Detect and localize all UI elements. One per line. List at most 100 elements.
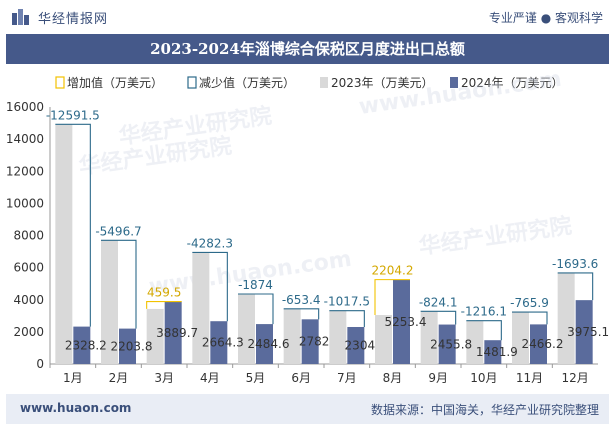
y-tick-label: 12000 (6, 164, 44, 178)
x-tick-label: 8月 (383, 371, 403, 385)
chart-bars (55, 123, 594, 364)
bar-2023 (420, 311, 438, 364)
y-tick-label: 4000 (13, 293, 44, 307)
change-value-label: -765.9 (510, 296, 549, 310)
bar-2023 (329, 310, 347, 364)
legend-increase-swatch (55, 76, 65, 89)
x-tick-label: 11月 (516, 371, 543, 385)
bar-2023 (283, 308, 301, 364)
change-value-label: -1017.5 (324, 295, 370, 309)
bar-2024 (347, 326, 365, 364)
bar-2024 (393, 279, 410, 364)
change-value-label: -824.1 (419, 295, 458, 309)
decrease-bracket (101, 239, 137, 329)
change-value-label: -1693.6 (552, 257, 598, 271)
value-label-2024: 2203.8 (111, 339, 153, 353)
value-label-2024: 3889.7 (156, 326, 198, 340)
value-label-2024: 2484.6 (248, 337, 290, 351)
x-tick-label: 2月 (109, 371, 129, 385)
y-tick-label: 0 (36, 357, 44, 371)
value-label-2024: 3975.1 (567, 325, 609, 339)
decrease-bracket (512, 311, 548, 325)
bar-2023 (466, 320, 484, 364)
legend-2023-swatch (320, 77, 328, 88)
legend-2023-label: 2023年（万美元） (331, 76, 434, 90)
bar-2023 (146, 308, 164, 364)
legend-decrease-label: 减少值（万美元） (199, 75, 295, 90)
site-name: 华经情报网 (38, 12, 109, 27)
value-label-2024: 2664.3 (202, 336, 244, 350)
bar-2024 (484, 340, 502, 364)
legend-2024-label: 2024年（万美元） (461, 76, 564, 90)
footer-bar: www.huaon.com 数据来源：中国海关，华经产业研究院整理 (6, 394, 609, 424)
value-label-2024: 1481.9 (476, 345, 518, 359)
bar-2024 (301, 319, 319, 364)
x-tick-label: 9月 (428, 371, 448, 385)
increase-bracket (374, 279, 410, 316)
increase-bracket (146, 300, 182, 309)
bar-2024 (210, 321, 228, 364)
change-value-label: 2204.2 (372, 264, 414, 278)
change-value-label: -4282.3 (187, 236, 233, 250)
decrease-bracket (466, 320, 502, 341)
x-tick-label: 3月 (154, 371, 174, 385)
change-value-label: -12591.5 (46, 108, 100, 122)
bar-2024 (256, 324, 273, 364)
value-label-2024: 2455.8 (430, 337, 472, 351)
x-tick-label: 6月 (291, 371, 311, 385)
bar-2023 (238, 293, 255, 364)
chart-labels: -12591.5 2328.2 -5496.7 2203.8 459.5 3889.7 -4… (46, 108, 609, 359)
value-label-2024: 2782 (299, 335, 330, 349)
value-label-2024: 2328.2 (65, 338, 107, 352)
chart-legend: 增加值（万美元） 减少值（万美元） 2023年（万美元） 2024年（万美元） (55, 75, 564, 90)
x-tick-label: 12月 (562, 371, 589, 385)
data-source: 数据来源：中国海关，华经产业研究院整理 (370, 403, 599, 417)
y-tick-label: 2000 (13, 325, 44, 339)
x-tick-label: 1月 (63, 371, 83, 385)
bar-2023 (192, 252, 210, 364)
bar-2024 (575, 300, 593, 364)
top-bar: 华经情报网 专业严谨 ● 客观科学 (0, 0, 615, 34)
chart-title: 2023-2024年淄博综合保税区月度进出口总额 (150, 40, 465, 58)
change-value-label: -1216.1 (461, 305, 507, 319)
bar-2024 (530, 324, 547, 364)
title-bar: 2023-2024年淄博综合保税区月度进出口总额 (6, 34, 609, 64)
y-tick-label: 8000 (13, 229, 44, 243)
change-value-label: -1874 (238, 278, 273, 292)
value-label-2024: 2304 (345, 338, 376, 352)
website-link[interactable]: www.huaon.com (20, 401, 132, 415)
decrease-bracket (55, 123, 91, 327)
x-tick-label: 7月 (337, 371, 357, 385)
value-label-2024: 2466.2 (522, 337, 564, 351)
x-tick-label: 10月 (470, 371, 497, 385)
bar-2024 (73, 326, 91, 364)
y-tick-label: 10000 (6, 196, 44, 210)
decrease-bracket (238, 293, 274, 325)
logo-icon (12, 9, 29, 25)
watermark-text: www.huaon.com (357, 67, 563, 120)
bar-2024 (164, 301, 182, 364)
legend-2024-swatch (450, 77, 458, 88)
bar-2023 (557, 272, 575, 364)
bar-2023 (55, 124, 73, 364)
change-value-label: 459.5 (147, 286, 181, 300)
y-tick-label: 6000 (13, 261, 44, 275)
watermark-layer: 华经产业研究院www.huaon.com华经产业研究院www.huaon.com… (77, 67, 573, 300)
decrease-bracket (420, 310, 457, 325)
decrease-bracket (329, 310, 365, 327)
bar-2023 (375, 315, 392, 364)
y-tick-label: 14000 (6, 132, 44, 146)
bar-2023 (101, 240, 118, 364)
decrease-bracket (192, 251, 228, 322)
y-tick-label: 16000 (6, 100, 44, 114)
change-value-label: -5496.7 (95, 224, 141, 238)
value-label-2024: 5253.4 (385, 315, 427, 329)
decrease-bracket (283, 308, 320, 320)
chart-axes: 0 2000 4000 6000 8000 10000 12000 14000 16000 1月 2… (6, 100, 598, 385)
bar-2023 (512, 312, 529, 364)
x-tick-label: 4月 (200, 371, 220, 385)
tagline: 专业严谨 ● 客观科学 (488, 11, 603, 25)
bar-2024 (438, 324, 456, 364)
decrease-bracket (557, 272, 594, 301)
